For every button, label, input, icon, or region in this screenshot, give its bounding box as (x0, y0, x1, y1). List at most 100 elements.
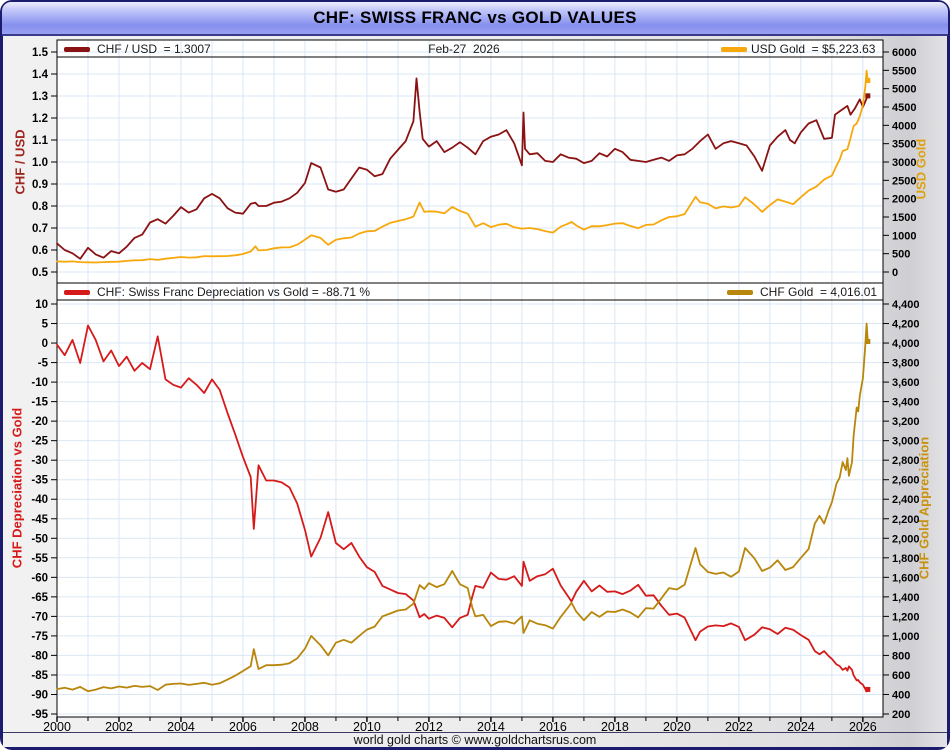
y-axis-tick-label: 4,400 (892, 299, 920, 311)
y-axis-tick-label: 2,200 (892, 514, 920, 526)
y-axis-tick-label: 1,600 (892, 572, 920, 584)
y-axis-tick-label: 0.7 (32, 223, 48, 235)
y-axis-tick-label: -10 (31, 377, 48, 389)
y-axis-tick-label: 1,400 (892, 592, 920, 604)
y-axis-tick-label: -5 (38, 358, 49, 370)
y-axis-tick-label: -95 (31, 709, 48, 721)
series-end-marker-chf-depreciation (865, 686, 871, 692)
y-axis-tick-label: 5000 (892, 84, 916, 96)
y-axis-tick-label: 4,200 (892, 319, 920, 331)
legend-swatch-usd-gold (721, 47, 747, 52)
y-axis-tick-label: -75 (31, 631, 48, 643)
legend-label-usd-gold: USD Gold = $5,223.63 (751, 42, 876, 56)
y-axis-tick-label: -90 (31, 689, 48, 701)
y-axis-tick-label: 2500 (892, 175, 916, 187)
y-axis-tick-label: -25 (31, 436, 48, 448)
y-axis-tick-label: -15 (31, 397, 48, 409)
x-axis-tick-label: 2014 (477, 720, 505, 734)
legend-label-chf-depreciation: CHF: Swiss Franc Depreciation vs Gold = … (97, 285, 371, 299)
y-axis-tick-label: 3,400 (892, 397, 920, 409)
y-axis-tick-label: 400 (892, 689, 910, 701)
x-axis-tick-label: 2012 (415, 720, 443, 734)
y-axis-tick-label: 10 (35, 299, 48, 311)
chart-canvas: 1.51.41.31.21.11.00.90.80.70.60.56000550… (31, 39, 920, 734)
y-axis-tick-label: 2,800 (892, 455, 920, 467)
y-axis-tick-label: 0 (42, 338, 48, 350)
plot-background (57, 283, 883, 717)
legend-swatch-chf-depreciation (64, 290, 90, 295)
y-axis-tick-label: 2,600 (892, 475, 920, 487)
y-axis-tick-label: 1,800 (892, 553, 920, 565)
y-axis-tick-label: 3500 (892, 139, 916, 151)
x-axis-tick-label: 2022 (725, 720, 753, 734)
y-axis-tick-label: 4000 (892, 120, 916, 132)
legend-swatch-chf-usd (64, 47, 90, 52)
legend-label-chf-usd: CHF / USD = 1.3007 (97, 42, 211, 56)
y-axis-tick-label: 6000 (892, 47, 916, 59)
x-axis-tick-label: 2006 (229, 720, 257, 734)
series-line-usd-gold (56, 69, 869, 264)
y-axis-tick-label: 1.5 (32, 47, 49, 59)
y-axis-tick-label: 600 (892, 670, 910, 682)
series-line-chf-gold (56, 322, 869, 693)
y-axis-tick-label: -60 (31, 572, 48, 584)
y-axis-tick-label: -35 (31, 475, 48, 487)
y-axis-tick-label: 4,000 (892, 338, 920, 350)
x-axis-tick-label: 2004 (167, 720, 195, 734)
y-axis-tick-label: 3,200 (892, 416, 920, 428)
y-axis-tick-label: 1.3 (32, 91, 48, 103)
y-axis-tick-label: 1000 (892, 230, 916, 242)
x-axis-tick-label: 2026 (849, 720, 877, 734)
series-end-marker-chf-usd (865, 93, 871, 99)
series-end-marker-chf-gold (865, 338, 871, 344)
y-axis-tick-label: 3,800 (892, 358, 920, 370)
chart-body: 1.5 1.4 1.3 1.2 1.1 1.0 0.9 0.8 0.7 0.6 0.5 6000 550… (3, 36, 947, 747)
y-axis-tick-label: 1.2 (32, 113, 48, 125)
y-axis-tick-label: -80 (31, 650, 48, 662)
x-axis-tick-label: 2018 (601, 720, 629, 734)
y-axis-tick-label: -40 (31, 494, 48, 506)
y-axis-tick-label: 3,000 (892, 436, 920, 448)
x-axis-tick-label: 2008 (291, 720, 319, 734)
series-line-chf-usd (56, 77, 869, 260)
y-axis-tick-label: 2000 (892, 194, 916, 206)
y-axis-tick-label: 5 (42, 319, 49, 331)
y-axis-tick-label: 1.0 (32, 157, 48, 169)
y-axis-tick-label: 1,200 (892, 611, 920, 623)
y-axis-tick-label: 1.1 (32, 135, 49, 147)
y-axis-tick-label: 3,600 (892, 377, 920, 389)
y-axis-tick-label: 3000 (892, 157, 916, 169)
y-axis-tick-label: 1.4 (32, 69, 49, 81)
series-end-marker-usd-gold (865, 77, 871, 83)
y-axis-tick-label: -70 (31, 611, 48, 623)
plot-frame (56, 282, 884, 718)
y-axis-tick-label: 200 (892, 709, 910, 721)
x-axis-tick-label: 2002 (105, 720, 133, 734)
date-label: Feb-27 2026 (428, 42, 500, 56)
y-axis-tick-label: 0.9 (32, 179, 48, 191)
x-axis-tick-label: 2024 (787, 720, 815, 734)
title-bar: CHF: SWISS FRANC vs GOLD VALUES (2, 2, 948, 36)
y-axis-tick-label: 0.5 (32, 267, 49, 279)
y-axis-tick-label: -30 (31, 455, 48, 467)
y-axis-tick-label: -45 (31, 514, 48, 526)
page-title: CHF: SWISS FRANC vs GOLD VALUES (313, 8, 637, 27)
y-axis-tick-label: -55 (31, 553, 48, 565)
y-axis-tick-label: -65 (31, 592, 48, 604)
y-axis-tick-label: -85 (31, 670, 48, 682)
y-axis-tick-label: -50 (31, 533, 48, 545)
footer-text: world gold charts © www.goldchartsrus.co… (353, 733, 597, 747)
y-axis-tick-label: 0.8 (32, 201, 49, 213)
y-axis-tick-label: -20 (31, 416, 48, 428)
x-axis-tick-label: 2000 (43, 720, 71, 734)
series-line-chf-depreciation (56, 324, 869, 693)
legend-swatch-chf-gold (727, 290, 753, 295)
x-axis-tick-label: 2016 (539, 720, 567, 734)
legend-label-chf-gold: CHF Gold = 4,016.01 (760, 285, 878, 299)
y-axis-tick-label: 0 (892, 267, 898, 279)
y-axis-tick-label: 1500 (892, 212, 916, 224)
x-axis-tick-label: 2020 (663, 720, 691, 734)
y-axis-tick-label: 800 (892, 650, 910, 662)
y-axis-tick-label: 0.6 (32, 245, 48, 257)
